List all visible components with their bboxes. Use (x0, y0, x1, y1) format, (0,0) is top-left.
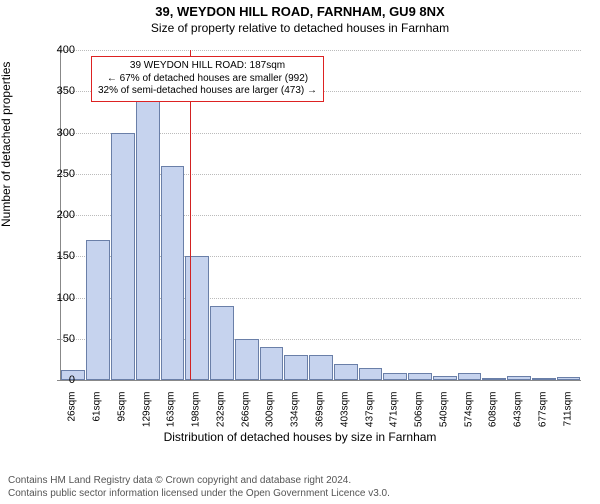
annotation-box: 39 WEYDON HILL ROAD: 187sqm ← 67% of det… (91, 56, 324, 102)
histogram-bar (86, 240, 110, 380)
xtick-label: 506sqm (414, 392, 425, 442)
ytick-label: 400 (35, 44, 75, 56)
histogram-bar (507, 376, 531, 380)
xtick-label: 608sqm (488, 392, 499, 442)
histogram-bar (458, 373, 482, 380)
chart-container: Number of detached properties 39 WEYDON … (0, 40, 600, 440)
histogram-bar (482, 378, 506, 380)
ytick-label: 100 (35, 292, 75, 304)
xtick-label: 403sqm (339, 392, 350, 442)
histogram-bar (359, 368, 383, 380)
xtick-label: 437sqm (364, 392, 375, 442)
annotation-line: ← 67% of detached houses are smaller (99… (98, 73, 317, 86)
histogram-bar (235, 339, 259, 380)
histogram-bar (383, 373, 407, 380)
xtick-label: 95sqm (116, 392, 127, 442)
page-title: 39, WEYDON HILL ROAD, FARNHAM, GU9 8NX (0, 4, 600, 19)
histogram-bar (334, 364, 358, 381)
ytick-label: 300 (35, 127, 75, 139)
xtick-label: 540sqm (438, 392, 449, 442)
gridline (61, 50, 581, 51)
histogram-bar (260, 347, 284, 380)
xtick-label: 369sqm (315, 392, 326, 442)
histogram-bar (557, 377, 581, 380)
xtick-label: 334sqm (290, 392, 301, 442)
histogram-bar (532, 378, 556, 380)
xtick-label: 163sqm (166, 392, 177, 442)
xtick-label: 643sqm (513, 392, 524, 442)
xtick-label: 61sqm (92, 392, 103, 442)
ytick-label: 350 (35, 85, 75, 97)
histogram-bar (161, 166, 185, 381)
footer-line: Contains HM Land Registry data © Crown c… (8, 474, 390, 487)
page-subtitle: Size of property relative to detached ho… (0, 21, 600, 35)
histogram-bar (408, 373, 432, 380)
xtick-label: 129sqm (141, 392, 152, 442)
xtick-label: 198sqm (191, 392, 202, 442)
ytick-label: 150 (35, 250, 75, 262)
xtick-label: 266sqm (240, 392, 251, 442)
xtick-label: 677sqm (537, 392, 548, 442)
xtick-label: 26sqm (67, 392, 78, 442)
histogram-bar (284, 355, 308, 380)
ytick-label: 200 (35, 209, 75, 221)
xtick-label: 300sqm (265, 392, 276, 442)
xtick-label: 574sqm (463, 392, 474, 442)
annotation-line: 39 WEYDON HILL ROAD: 187sqm (98, 60, 317, 73)
footer-attribution: Contains HM Land Registry data © Crown c… (8, 474, 390, 500)
histogram-bar (111, 133, 135, 381)
y-axis-label: Number of detached properties (0, 62, 13, 227)
ytick-label: 50 (35, 333, 75, 345)
xtick-label: 711sqm (562, 392, 573, 442)
xtick-label: 232sqm (215, 392, 226, 442)
histogram-bar (210, 306, 234, 380)
histogram-bar (433, 376, 457, 380)
histogram-bar (136, 100, 160, 381)
histogram-bar (309, 355, 333, 380)
ytick-label: 250 (35, 168, 75, 180)
ytick-label: 0 (35, 374, 75, 386)
xtick-label: 471sqm (389, 392, 400, 442)
footer-line: Contains public sector information licen… (8, 487, 390, 500)
annotation-line: 32% of semi-detached houses are larger (… (98, 85, 317, 98)
plot-area: 39 WEYDON HILL ROAD: 187sqm ← 67% of det… (60, 50, 581, 381)
